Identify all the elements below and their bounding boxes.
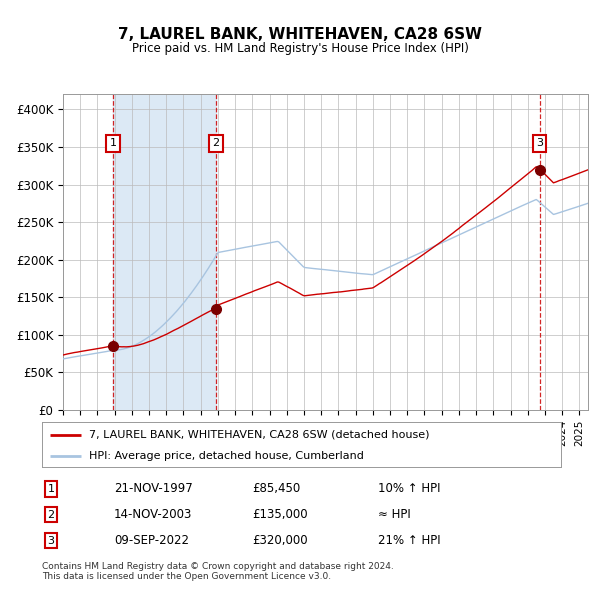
Text: Contains HM Land Registry data © Crown copyright and database right 2024.
This d: Contains HM Land Registry data © Crown c… [42,562,394,581]
Text: 21-NOV-1997: 21-NOV-1997 [114,482,193,495]
Text: 2: 2 [212,138,219,148]
Text: 21% ↑ HPI: 21% ↑ HPI [378,534,440,547]
Text: 2: 2 [47,510,55,520]
Text: £135,000: £135,000 [252,508,308,521]
Text: 1: 1 [109,138,116,148]
Text: £320,000: £320,000 [252,534,308,547]
Text: Price paid vs. HM Land Registry's House Price Index (HPI): Price paid vs. HM Land Registry's House … [131,42,469,55]
Text: HPI: Average price, detached house, Cumberland: HPI: Average price, detached house, Cumb… [89,451,364,461]
Text: 7, LAUREL BANK, WHITEHAVEN, CA28 6SW: 7, LAUREL BANK, WHITEHAVEN, CA28 6SW [118,27,482,41]
Text: 10% ↑ HPI: 10% ↑ HPI [378,482,440,495]
Text: 3: 3 [536,138,543,148]
Text: 7, LAUREL BANK, WHITEHAVEN, CA28 6SW (detached house): 7, LAUREL BANK, WHITEHAVEN, CA28 6SW (de… [89,430,429,440]
Bar [113,94,216,410]
Text: 1: 1 [47,484,55,494]
Text: 3: 3 [47,536,55,546]
Text: ≈ HPI: ≈ HPI [378,508,411,521]
Text: 09-SEP-2022: 09-SEP-2022 [114,534,189,547]
Text: 14-NOV-2003: 14-NOV-2003 [114,508,193,521]
Text: £85,450: £85,450 [252,482,300,495]
